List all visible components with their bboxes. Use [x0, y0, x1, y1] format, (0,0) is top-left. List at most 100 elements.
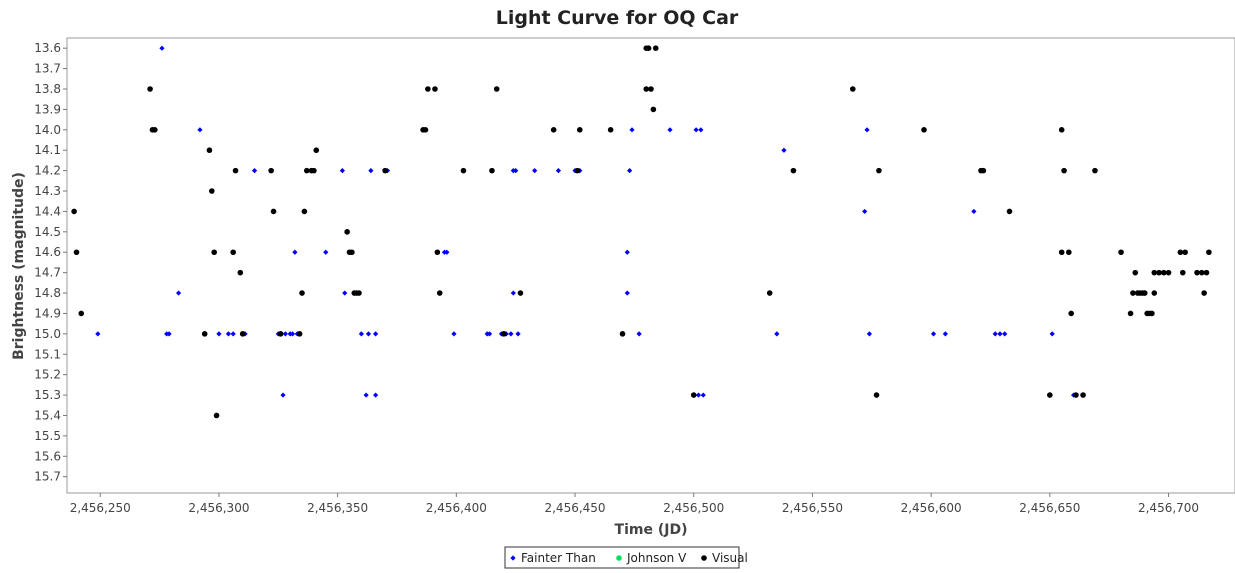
data-point-fainter-than: [373, 392, 379, 398]
data-point-visual: [1182, 249, 1188, 256]
data-point-fainter-than: [451, 331, 457, 337]
data-point-visual: [648, 86, 654, 92]
data-point-fainter-than: [292, 249, 298, 255]
x-axis-label: Time (JD): [615, 522, 688, 538]
data-point-visual: [501, 331, 507, 337]
data-point-fainter-than: [486, 331, 493, 337]
data-point-visual: [1047, 392, 1053, 398]
data-point-visual: [1194, 269, 1200, 276]
x-tick-label: 2,456,600: [901, 501, 962, 515]
data-point-visual: [550, 127, 557, 133]
data-point-visual: [1127, 310, 1134, 317]
data-point-fainter-than: [629, 127, 635, 133]
data-point-visual: [1141, 290, 1148, 296]
data-point-visual: [73, 249, 80, 256]
data-point-visual: [645, 45, 652, 52]
data-point-visual: [1080, 392, 1086, 398]
y-tick-label: 14.4: [34, 204, 61, 218]
data-point-fainter-than: [693, 127, 699, 133]
data-point-visual: [206, 147, 213, 154]
y-tick-label: 14.9: [34, 306, 61, 320]
y-tick-label: 15.4: [34, 408, 61, 422]
data-point-visual: [873, 392, 880, 398]
data-point-visual: [1073, 392, 1079, 398]
data-point-visual: [78, 310, 85, 317]
data-point-visual: [277, 331, 284, 337]
data-point-fainter-than: [781, 147, 787, 153]
legend-marker-visual: [701, 555, 707, 561]
data-point-visual: [303, 167, 310, 174]
data-point-fainter-than: [282, 331, 289, 337]
x-tick-label: 2,456,650: [1019, 501, 1080, 515]
data-point-fainter-than: [698, 127, 704, 133]
legend: Fainter Than Johnson V Visual: [504, 546, 748, 569]
data-point-visual: [766, 290, 773, 296]
data-point-visual: [382, 167, 388, 174]
data-point-visual: [876, 167, 882, 174]
x-tick-label: 2,456,500: [663, 501, 724, 515]
data-point-visual: [1130, 290, 1136, 296]
data-point-fainter-than: [339, 168, 345, 174]
data-point-fainter-than: [166, 331, 172, 337]
data-point-fainter-than: [365, 331, 372, 337]
data-point-fainter-than: [667, 127, 673, 133]
data-point-fainter-than: [774, 331, 780, 337]
data-point-visual: [432, 86, 438, 92]
data-point-fainter-than: [866, 331, 873, 337]
data-point-fainter-than: [700, 392, 706, 398]
data-point-fainter-than: [363, 392, 369, 398]
data-point-visual: [356, 290, 362, 296]
legend-marker-johnson-v: [616, 555, 622, 561]
data-point-visual: [650, 106, 657, 113]
data-point-visual: [607, 127, 614, 133]
legend-box: [504, 546, 740, 569]
data-point-fainter-than: [323, 249, 329, 255]
data-point-visual: [213, 412, 220, 419]
data-point-fainter-than: [510, 290, 516, 296]
data-point-fainter-than: [636, 331, 642, 337]
data-point-fainter-than: [627, 168, 633, 174]
data-point-visual: [422, 127, 429, 133]
data-point-visual: [147, 86, 153, 92]
data-point-visual: [980, 167, 987, 174]
data-point-fainter-than: [695, 392, 702, 398]
data-point-visual: [1092, 167, 1098, 174]
data-point-fainter-than: [971, 208, 977, 215]
data-point-visual: [790, 167, 797, 174]
data-point-visual: [209, 188, 215, 194]
data-point-visual: [436, 290, 443, 296]
data-point-visual: [1179, 269, 1186, 276]
data-point-visual: [1203, 269, 1210, 276]
data-point-visual: [1058, 127, 1065, 133]
data-point-fainter-than: [997, 331, 1003, 337]
data-point-visual: [1198, 269, 1205, 276]
data-point-fainter-than: [444, 249, 450, 255]
y-tick-label: 14.1: [34, 143, 61, 157]
legend-label-johnson-v: Johnson V: [626, 551, 687, 565]
x-tick-label: 2,456,350: [307, 501, 368, 515]
data-point-visual: [1149, 310, 1155, 317]
data-point-fainter-than: [1049, 331, 1055, 337]
data-point-fainter-than: [513, 168, 519, 174]
data-point-visual: [237, 269, 244, 276]
data-point-visual: [71, 208, 77, 215]
data-point-fainter-than: [230, 331, 236, 337]
data-point-visual: [349, 249, 355, 256]
y-tick-label: 14.8: [34, 286, 61, 300]
data-point-visual: [460, 167, 467, 174]
y-tick-label: 14.0: [34, 123, 61, 137]
data-point-fainter-than: [95, 331, 101, 337]
data-point-visual: [1201, 290, 1207, 296]
y-tick-label: 15.3: [34, 388, 61, 402]
data-point-fainter-than: [159, 45, 165, 51]
data-point-visual: [1206, 249, 1212, 256]
x-axis: 2,456,250 2,456,300 2,456,350 2,456,400 2,45…: [70, 493, 1199, 515]
y-axis: 13.6 13.7 13.8 13.9 14.0 14.1 14.2 14.3 14.4 14.5…: [34, 41, 67, 484]
y-tick-label: 14.5: [34, 225, 61, 239]
data-point-fainter-than: [515, 331, 521, 337]
data-point-fainter-than: [942, 331, 948, 337]
data-point-visual: [239, 331, 246, 337]
data-point-visual: [211, 249, 217, 256]
data-point-visual: [1006, 208, 1013, 215]
y-tick-label: 14.7: [34, 266, 61, 280]
